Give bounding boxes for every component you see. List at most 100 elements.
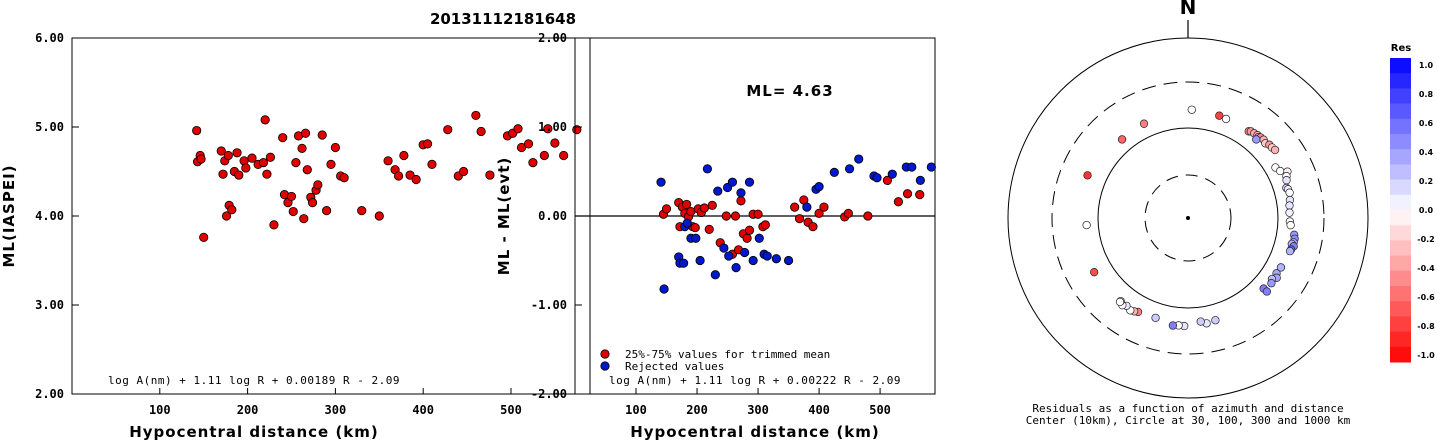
ml-data-point [550,138,560,148]
azimuth-residual-panel: N Residuals as a function of azimuth and… [1007,0,1369,427]
rejected-point [691,233,701,243]
rejected-point [724,251,734,261]
ml-data-point [523,139,534,149]
ml-data-point [339,173,349,183]
azimuth-residual-point [1211,316,1220,325]
rejected-point [907,162,917,172]
colorbar-cell [1390,316,1411,333]
rejected-point [771,254,781,264]
azimuth-residual-point [1270,145,1280,155]
ml-data-point [241,163,251,173]
ring-30km [1144,174,1232,262]
colorbar-tick-label: 0.8 [1419,90,1434,99]
colorbar-tick-label: -0.4 [1417,264,1435,273]
rejected-point [695,255,705,266]
ml-data-point [247,153,257,163]
ml-data-point [322,206,332,216]
ml-data-point [476,126,486,137]
ml-x-axis-label: Hypocentral distance (km) [129,423,379,441]
trimmed-mean-point [753,209,763,219]
colorbar-cell [1390,210,1411,226]
ml-vs-distance-panel: 100 200 300 400 500 2.00 3.00 4.00 5.00 6.00 log … [0,31,591,441]
rejected-point [854,154,864,164]
ml-data-point [269,220,279,230]
azimuth-residual-point [1187,105,1196,114]
azimuth-residual-point [1267,279,1276,288]
ml-data-point [223,150,233,161]
rejected-point [915,175,925,185]
azimuth-residual-point [1215,111,1224,120]
ml-data-point [539,150,549,161]
residual-vs-distance-panel: 100 200 300 400 500 -2.00 -1.00 0.00 1.00 2.00 ML… [495,31,936,441]
ml-data-point [485,170,495,180]
ml-data-point [192,125,202,136]
ml-data-point [394,171,404,181]
rejected-point [829,167,839,177]
residual-y-tick-label: 0.00 [538,209,567,223]
legend-label-trimmed-mean: 25%-75% values for trimmed mean [625,348,830,361]
ml-data-point [227,205,237,215]
trimmed-mean-point [760,220,770,230]
colorbar-cell [1390,194,1411,211]
colorbar-cell [1390,118,1411,135]
trimmed-mean-point [843,208,853,218]
colorbar-tick-label: 1.0 [1419,61,1434,70]
colorbar-cell [1390,134,1411,150]
residual-y-axis-label: ML - ML(evt) [495,157,513,275]
polar-caption-line1: Residuals as a function of azimuth and d… [1032,402,1343,415]
colorbar-cell [1390,88,1411,105]
ml-data-point [422,139,433,149]
trimmed-mean-point [744,225,755,235]
colorbar-cell [1390,346,1411,363]
rejected-point [682,218,692,228]
azimuth-residual-point [1221,114,1231,124]
rejected-point [844,164,855,174]
ml-data-point [221,211,232,221]
ml-y-tick-label: 4.00 [35,209,64,223]
ml-data-point [528,158,538,168]
ml-x-tick-label: 200 [237,403,259,417]
ml-y-axis-label: ML(IASPEI) [0,164,18,267]
polar-caption-line2: Center (10km), Circle at 30, 100, 300 an… [1026,414,1351,427]
colorbar-cell [1390,103,1411,120]
ml-data-point [313,180,323,190]
ml-data-point [326,159,336,169]
ml-y-tick-label: 2.00 [35,387,64,401]
rejected-point [727,177,738,187]
ml-data-point [278,133,288,143]
residual-formula-annotation: log A(nm) + 1.11 log R + 0.00222 R - 2.0… [609,374,901,387]
rejected-point [659,284,669,294]
azimuth-residual-point [1115,297,1125,307]
legend-label-rejected: Rejected values [625,360,724,373]
ml-data-point [297,143,307,153]
trimmed-mean-point [794,214,805,224]
azimuth-residual-point [1082,220,1091,230]
rejected-point [754,233,764,243]
colorbar-cell [1390,255,1411,272]
residual-x-tick-label: 300 [747,403,769,417]
ml-data-point [330,142,340,153]
ml-data-point [299,214,309,224]
rejected-point [740,247,750,258]
rejected-point [679,258,689,268]
rejected-point [713,186,723,196]
ml-data-point [543,124,553,134]
rejected-point [814,182,824,192]
trimmed-mean-point [661,204,672,214]
azimuth-residual-point [1090,268,1099,277]
ml-data-point [383,156,393,166]
ml-data-point [317,130,327,140]
rejected-point [926,162,936,172]
colorbar-cell [1390,225,1411,241]
ml-data-point [374,211,384,221]
ml-data-point [399,150,409,161]
azimuth-residual-point [1285,201,1294,210]
colorbar-cell [1390,240,1411,257]
colorbar-title: Res [1391,43,1411,54]
ml-data-point [262,169,272,179]
ml-y-tick-label: 6.00 [35,31,64,45]
ml-data-point [443,125,453,135]
colorbar-tick-label: 0.2 [1419,177,1433,186]
trimmed-mean-point [882,175,893,185]
azimuth-residual-point [1285,246,1295,256]
